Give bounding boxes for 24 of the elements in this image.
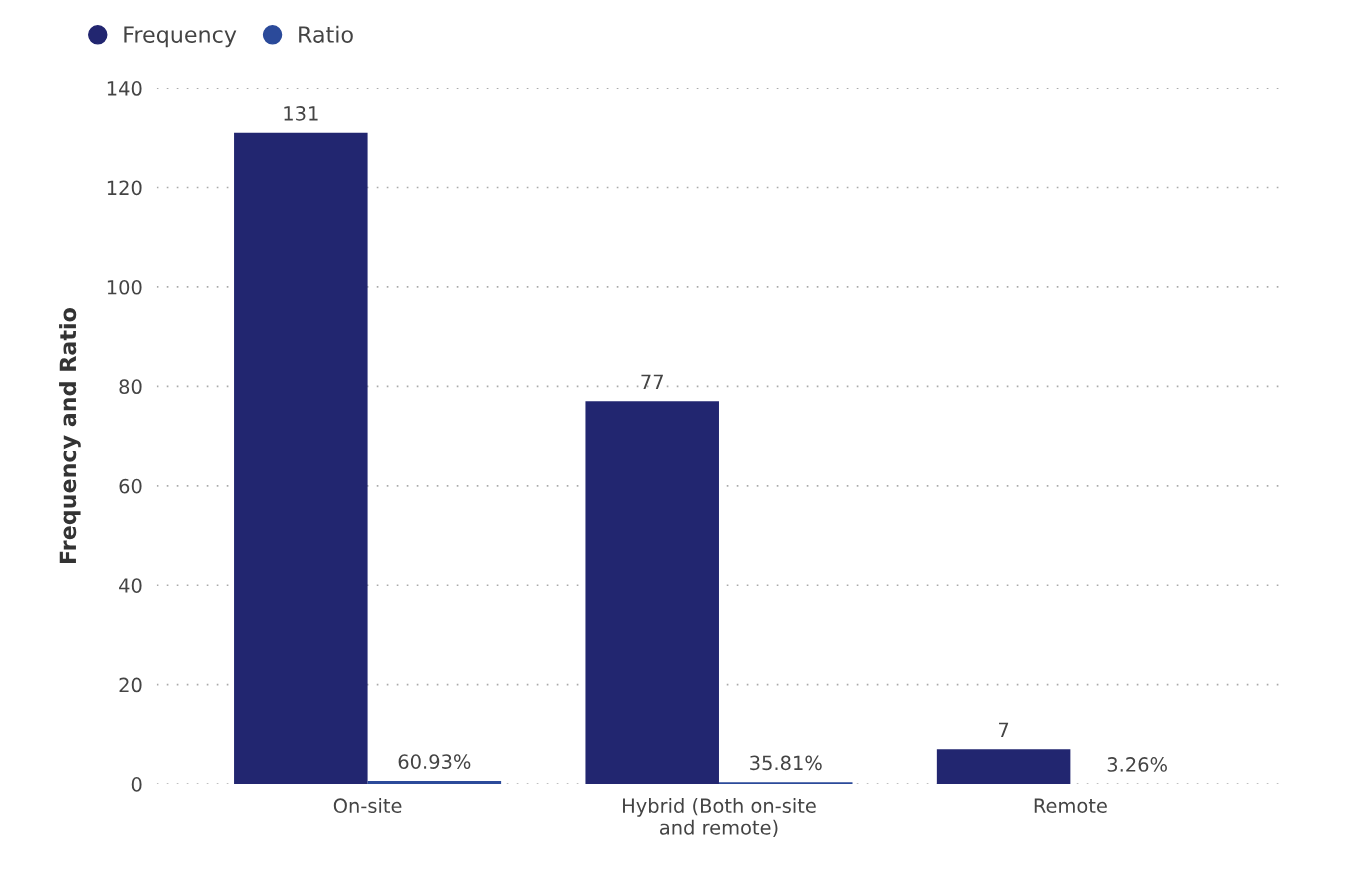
data-label: 3.26% bbox=[1107, 757, 1167, 772]
x-tick-label: On-site bbox=[333, 797, 402, 814]
data-label: 131 bbox=[284, 106, 318, 121]
bar bbox=[367, 781, 502, 785]
y-axis-title: Frequency and Ratio bbox=[59, 308, 81, 563]
y-tick-label: 40 bbox=[119, 578, 142, 593]
y-tick-label: 140 bbox=[107, 81, 142, 96]
y-tick-label: 120 bbox=[107, 180, 142, 196]
legend-label: Frequency bbox=[124, 26, 237, 48]
data-label: 60.93% bbox=[398, 754, 471, 769]
y-tick-label: 100 bbox=[107, 279, 142, 295]
data-label: 7 bbox=[999, 722, 1009, 737]
bar bbox=[585, 401, 719, 785]
bar bbox=[234, 132, 368, 785]
y-tick-label: 20 bbox=[119, 677, 142, 693]
y-tick-label: 80 bbox=[119, 379, 142, 395]
x-tick-label: Hybrid (Both on-site and remote) bbox=[623, 797, 816, 838]
legend-label: Ratio bbox=[299, 25, 353, 43]
y-tick-label: 60 bbox=[119, 478, 142, 494]
data-label: 77 bbox=[641, 374, 663, 389]
y-tick-label: 0 bbox=[131, 777, 142, 792]
bar bbox=[936, 749, 1071, 785]
x-tick-label: Remote bbox=[1034, 798, 1107, 814]
data-label: 35.81% bbox=[750, 755, 822, 771]
